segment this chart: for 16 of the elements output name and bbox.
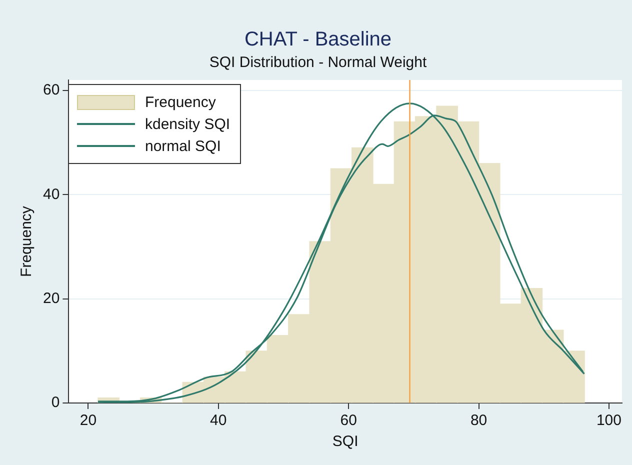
y-tick-label: 20: [42, 290, 60, 307]
chart-subtitle: SQI Distribution - Normal Weight: [209, 54, 428, 72]
x-tick-label: 40: [210, 412, 227, 430]
legend-label: normal SQI: [145, 138, 221, 154]
x-tick-label: 80: [470, 412, 488, 430]
legend-label: kdensity SQI: [145, 116, 230, 132]
y-tick-label: 60: [42, 82, 60, 99]
x-tick-label: 60: [340, 412, 357, 430]
chart-title: CHAT - Baseline: [244, 28, 392, 51]
y-tick-label: 40: [42, 186, 60, 203]
x-tick-label: 20: [80, 412, 97, 430]
x-tick-label: 100: [596, 412, 622, 430]
y-tick-label: 0: [51, 394, 60, 412]
y-axis-title: Frequency: [18, 206, 36, 277]
legend-label: Frequency: [145, 94, 216, 110]
x-axis-title: SQI: [332, 433, 358, 450]
